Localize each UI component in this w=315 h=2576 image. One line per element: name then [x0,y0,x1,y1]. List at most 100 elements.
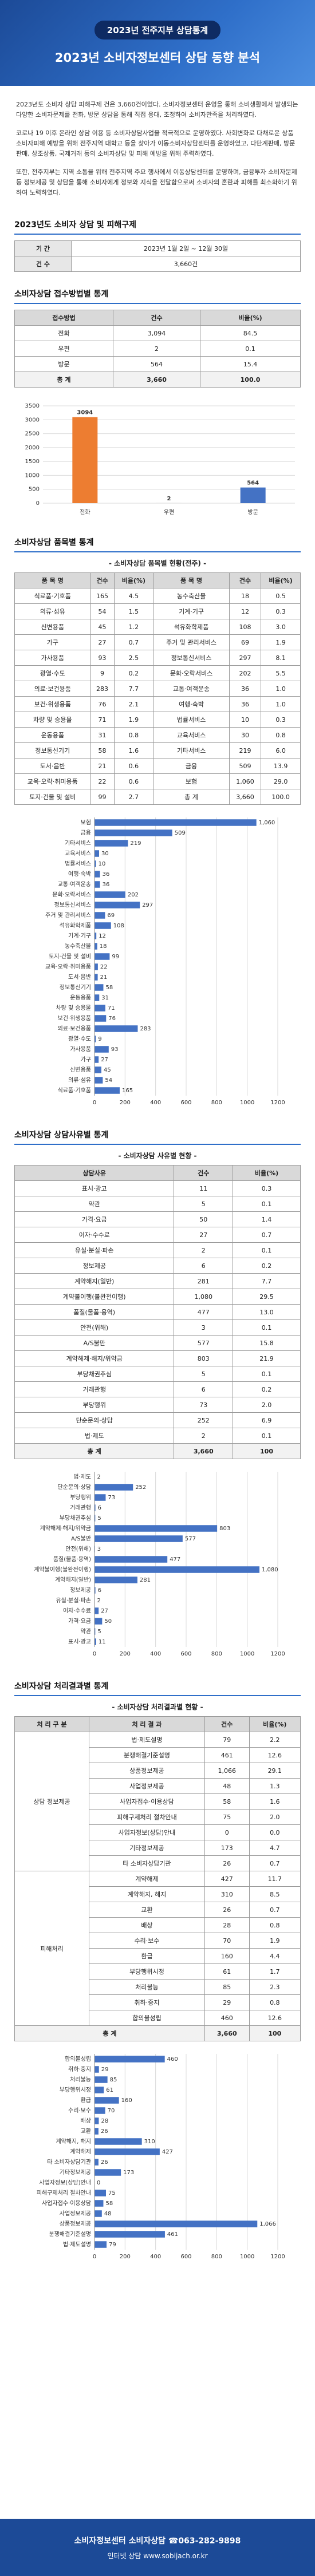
reasons-table: 상담사유 건수 비율(%) 표시·광고 11 0.3 약관 5 0.1 가격·요금 50 1.4 이자·… [14,1165,301,1459]
x-tick-label: 방문 [247,509,258,516]
cell: 100 [233,1443,301,1459]
cell: 1,080 [174,1289,234,1305]
header-cell: 건수 [204,1716,250,1732]
value-label: 93 [111,1046,119,1053]
cell: 1.2 [113,619,154,635]
y-tick-label: 식료품·기호품 [58,1087,91,1094]
cell: 단순문의·상담 [14,1412,175,1428]
y-tick-label: 금융 [81,829,91,836]
value-label: 12 [99,933,106,939]
bar [94,2190,106,2196]
header-cell: 비율(%) [249,1716,301,1732]
cell: 0.2 [233,1258,301,1274]
y-tick-label: 기계·기구 [68,933,91,939]
cell: 21.9 [233,1350,301,1366]
cell: 22 [90,773,115,789]
value-label: 1,080 [262,1567,278,1573]
cell: 1.9 [249,1933,301,1949]
cell: 281 [174,1273,234,1289]
cell: 173 [204,1840,250,1856]
cell: 1,066 [204,1763,250,1779]
value-label: 36 [103,882,110,888]
cell: 0.7 [249,1855,301,1871]
bar [94,933,97,939]
value-label: 71 [108,1005,115,1012]
y-tick-label: 계약해제·해지/위약금 [40,1524,91,1532]
x-tick-label: 600 [180,1651,191,1657]
cell: 12 [229,603,262,619]
row: 취하·중지 29 0.8 [15,1994,301,2010]
summary-table: 기 간 2023년 1월 2일 ~ 12월 30일 건 수 3,660건 [14,240,301,272]
cell: 1.0 [261,681,301,697]
cell: 가격·요금 [14,1211,175,1227]
cell: 477 [174,1304,234,1320]
cell: 1.6 [249,1793,301,1809]
cell: 79 [204,1732,250,1748]
cell: 100.0 [200,372,301,388]
y-tick-label: 0 [36,500,40,507]
cell: 0.7 [113,634,154,650]
value-label: 79 [109,2242,116,2248]
cell: 농수축산물 [153,588,230,604]
value-label: 48 [104,2211,112,2217]
cell: 29.1 [249,1763,301,1779]
bar [94,840,128,847]
value-label: 5 [97,1629,101,1635]
y-tick-label: 도서·음반 [68,974,91,981]
y-tick-label: 계약해지(일반) [55,1576,91,1583]
y-tick-label: 품질(물품·용역) [53,1556,91,1563]
cell: 30 [229,727,262,743]
header-cell: 건수 [90,572,115,588]
row: 분쟁해결기준설명 461 12.6 [15,1747,301,1763]
cell: 100 [249,2025,301,2041]
bar [94,902,140,908]
bar [94,1077,103,1084]
cell: 1.9 [261,634,301,650]
cell: 108 [229,619,262,635]
y-tick-label: 문화·오락서비스 [52,891,91,898]
y-tick-label: 부당행위 [70,1494,91,1501]
cell: 11.7 [249,1871,301,1887]
x-tick-label: 800 [211,1100,222,1106]
cell: 식료품·기호품 [14,588,91,604]
cell: 11 [174,1180,234,1196]
cell: 0.3 [261,712,301,728]
bar [94,2169,121,2176]
bar [94,881,100,888]
value-label: 58 [105,2200,113,2207]
y-tick-label: 타 소비자상담기관 [47,2159,91,2166]
y-tick-label: 안전(위해) [65,1545,91,1552]
cell: 기 간 [14,240,72,256]
cell: 69 [229,634,262,650]
cell: 우편 [14,341,113,357]
row: 의류·섬유 54 1.5 기계·기구 12 0.3 [14,603,301,619]
cell: 2 [174,1428,234,1444]
row: 사업정보제공 48 1.3 [15,1778,301,1794]
y-tick-label: 교육·오락·취미용품 [45,963,91,970]
row: 약관 5 0.1 [14,1196,301,1212]
cell: 계약해제 [89,1871,205,1887]
y-tick-label: 단순문의·상담 [58,1484,91,1491]
bar [94,2159,99,2166]
cell: 3,660건 [71,256,301,272]
value-label: 29 [101,2067,109,2073]
cell: 7.7 [233,1273,301,1289]
cell: 보험 [153,773,230,789]
y-tick-label: 교통·여객운송 [58,881,91,888]
x-tick-label: 200 [120,1100,131,1106]
cell: 73 [174,1397,234,1413]
value-label: 427 [162,2149,173,2155]
row: 정보통신기기 58 1.6 기타서비스 219 6.0 [14,742,301,758]
header-row: 상담사유 건수 비율(%) [14,1165,301,1181]
x-tick-label: 1200 [270,2254,285,2260]
bar [94,1005,105,1012]
y-tick-label: 2000 [25,445,40,451]
cell: 219 [229,742,262,758]
cell: 9 [90,665,115,681]
cell: 1.0 [261,696,301,712]
cell: 교환 [89,1902,205,1918]
cell: 36 [229,696,262,712]
cell: 환급 [89,1948,205,1964]
cell: 310 [204,1886,250,1902]
cell: 타 소비자상담기관 [89,1855,205,1871]
